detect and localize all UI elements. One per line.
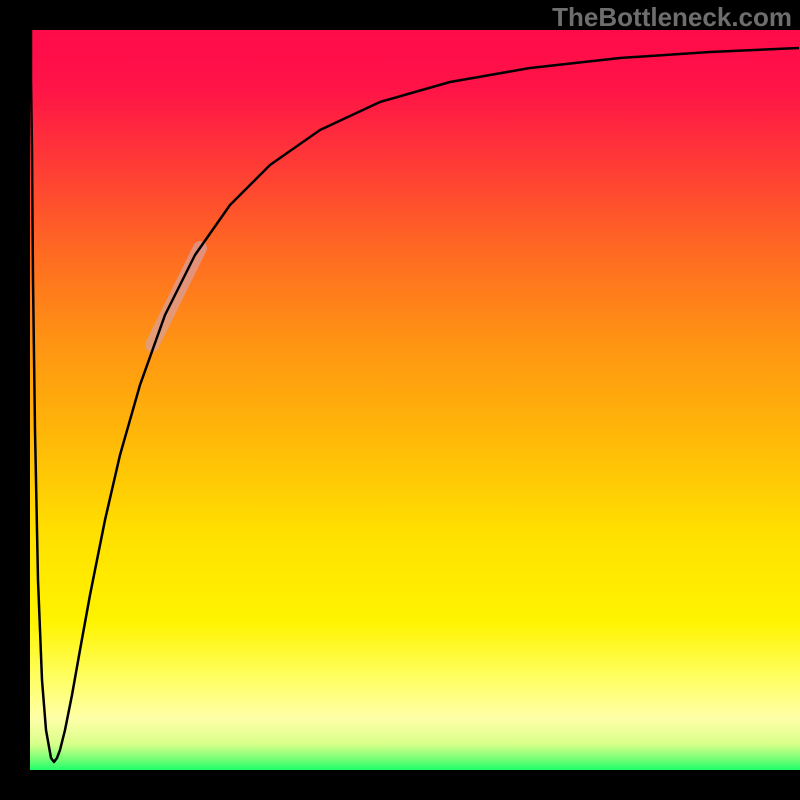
chart-container: TheBottleneck.com (0, 0, 800, 800)
bottleneck-curve (31, 30, 799, 762)
plot-area (30, 30, 800, 770)
curve-layer (30, 30, 800, 770)
watermark-text: TheBottleneck.com (552, 2, 792, 33)
